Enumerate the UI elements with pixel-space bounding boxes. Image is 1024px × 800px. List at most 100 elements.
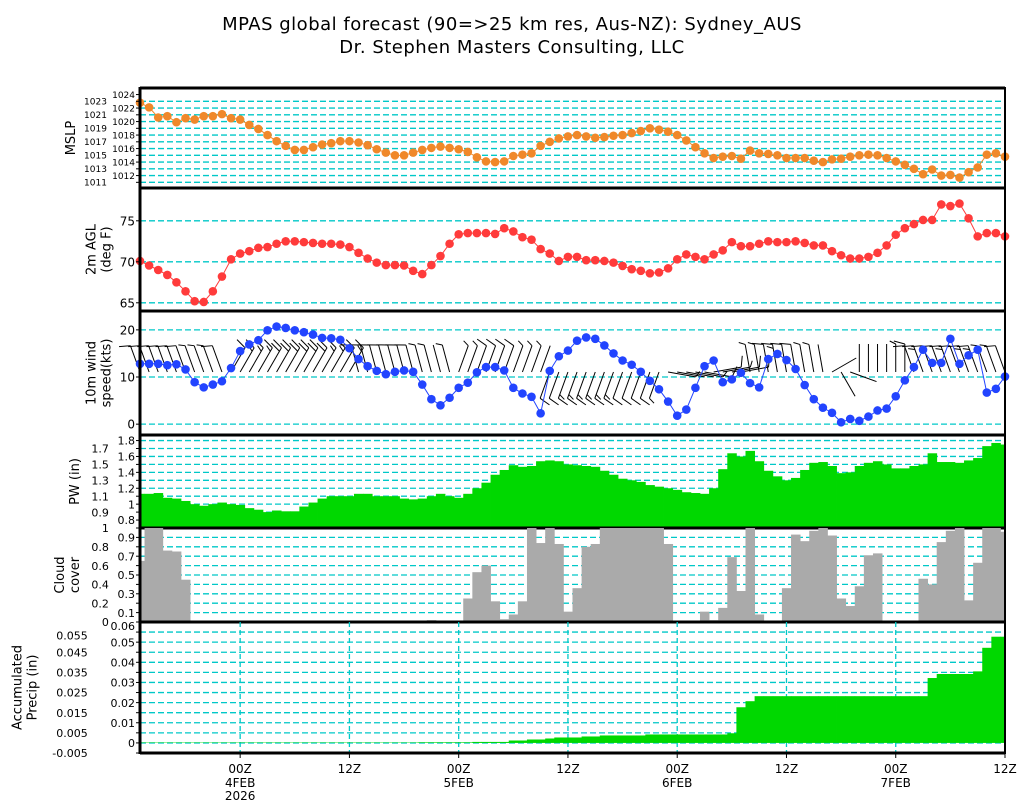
wind-point: [609, 349, 618, 358]
mslp-point: [572, 130, 582, 140]
wind-point: [700, 361, 709, 371]
wind-point: [836, 417, 846, 427]
mslp-point: [336, 136, 345, 146]
y-tick-label: 0.05: [111, 636, 136, 649]
temperature-point: [163, 270, 172, 280]
mslp-point: [345, 136, 354, 146]
precipitable-water-bar: [517, 466, 528, 528]
precipitable-water-bar: [454, 497, 464, 528]
y-tick-label: 0.9: [118, 532, 136, 545]
precipitable-water-bar: [208, 504, 218, 528]
accumulated-precip-bar: [754, 696, 765, 743]
accumulated-precip-bar: [854, 696, 865, 743]
x-tick-group: 12Z: [775, 753, 798, 776]
temperature-point: [417, 269, 427, 279]
precipitable-water-bar: [699, 493, 710, 528]
temperature-point: [827, 246, 837, 256]
wind-point: [281, 323, 290, 333]
wind-barb: [956, 345, 979, 373]
wind-barb: [521, 340, 533, 373]
mslp-point: [527, 148, 536, 158]
temperature-point: [600, 256, 609, 266]
precipitable-water-bar: [572, 465, 583, 528]
wind-point: [864, 412, 873, 421]
temperature-point: [390, 260, 400, 270]
temperature-point: [208, 287, 218, 296]
wind-point: [226, 363, 236, 373]
cloud-cover-bar: [654, 528, 664, 622]
wind-barb: [817, 344, 824, 373]
temperature-point: [181, 287, 190, 296]
precipitable-water-bar: [982, 446, 992, 528]
mslp-point: [436, 142, 445, 151]
y-axis-label: speed(kts): [100, 339, 115, 408]
cloud-cover-bar: [836, 598, 847, 622]
temperature-point: [590, 255, 600, 265]
accumulated-precip-bar: [435, 742, 446, 743]
accumulated-precip-bar: [791, 696, 801, 743]
precipitable-water-bar: [235, 504, 246, 528]
cloud-cover-bar: [162, 550, 173, 622]
cloud-cover-bar: [982, 528, 992, 622]
temperature-point: [736, 241, 746, 251]
temperature-point: [809, 241, 819, 250]
wind-point: [527, 392, 536, 402]
accumulated-precip-bar: [581, 736, 592, 743]
wind-point: [336, 335, 345, 345]
wind-barb: [548, 371, 560, 406]
accumulated-precip-bar: [490, 741, 501, 743]
wind-point: [363, 361, 372, 371]
y-tick-label: 65: [120, 296, 135, 310]
cloud-cover-bar: [964, 600, 974, 622]
precipitable-water-bar: [372, 496, 382, 528]
precipitable-water-bar: [618, 478, 628, 528]
y-axis-label: cover: [68, 556, 83, 593]
wind-barb: [761, 342, 778, 373]
mslp-point: [427, 143, 436, 153]
mslp-point: [982, 150, 992, 159]
cloud-cover-bar: [608, 528, 619, 622]
cloud-cover-bar: [636, 528, 646, 622]
accumulated-precip-bar: [663, 734, 674, 743]
mslp-point: [417, 145, 427, 155]
accumulated-precip-bar: [918, 696, 929, 743]
wind-barb: [893, 340, 906, 372]
temperature-point: [217, 272, 227, 281]
temperature-point: [691, 252, 700, 262]
accumulated-precip-bar: [690, 734, 701, 743]
mslp-point: [682, 136, 691, 145]
cloud-cover-bar: [581, 546, 592, 622]
precipitable-water-bar: [854, 466, 865, 528]
temperature-point: [572, 252, 582, 262]
precipitable-water-bar: [863, 462, 874, 528]
x-tick-hour: 00Z: [447, 762, 471, 776]
accumulated-precip-bar: [709, 734, 719, 743]
accumulated-precip-bar: [590, 736, 601, 743]
mslp-point: [609, 131, 618, 141]
mslp-point: [827, 155, 837, 164]
accumulated-precip-bar: [636, 735, 646, 743]
precipitable-water-bar: [918, 464, 929, 528]
precipitable-water-bar: [180, 500, 191, 528]
cloud-cover-bar: [699, 611, 710, 622]
precipitable-water-bar: [262, 512, 273, 528]
accumulated-precip-bar: [827, 696, 837, 743]
mslp-point: [900, 160, 910, 170]
mslp-point: [600, 132, 609, 142]
cloud-cover-bar: [618, 528, 628, 622]
y-tick-label: 1011: [84, 179, 107, 189]
cloud-cover-bar: [517, 601, 528, 622]
mslp-point: [936, 171, 946, 180]
y-tick-label: 0.9: [91, 506, 109, 519]
wind-barb: [929, 345, 951, 373]
mslp-point: [254, 124, 263, 134]
mslp-point: [709, 153, 718, 163]
cloud-cover-bar: [727, 557, 737, 622]
cloud-cover-bar: [554, 543, 564, 622]
wind-point: [345, 343, 354, 353]
wind-point: [372, 366, 382, 376]
cloud-cover-bar: [563, 611, 573, 622]
accumulated-precip-bar: [772, 696, 783, 743]
wind-barb: [747, 342, 760, 373]
